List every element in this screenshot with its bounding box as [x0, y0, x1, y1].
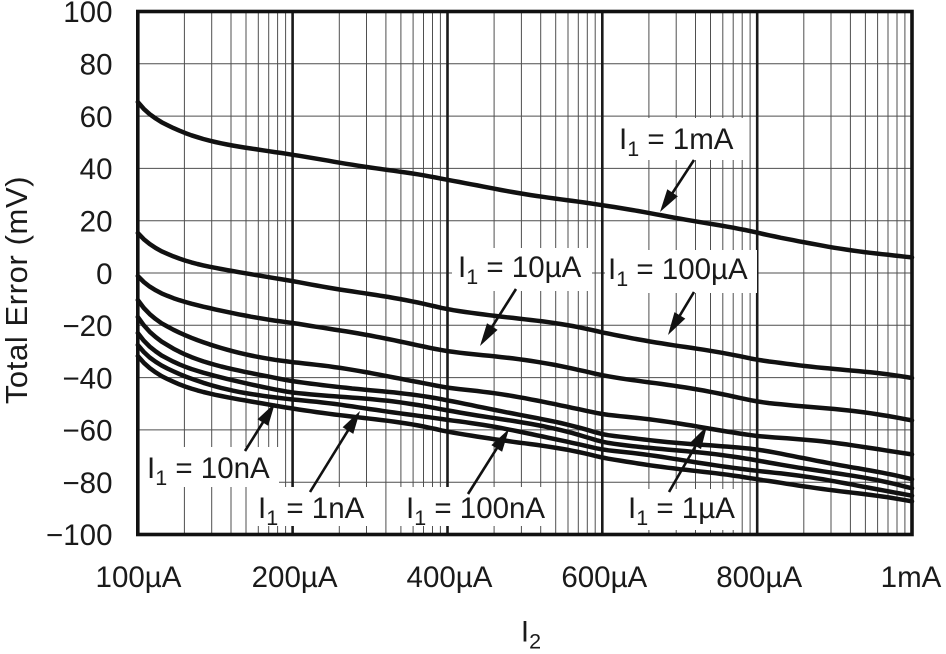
svg-text:600µA: 600µA: [561, 561, 647, 594]
svg-text:−100: −100: [46, 519, 112, 552]
svg-text:Total Error (mV): Total Error (mV): [0, 176, 34, 404]
svg-text:800µA: 800µA: [716, 561, 802, 594]
svg-text:−60: −60: [62, 415, 112, 448]
svg-text:−80: −80: [62, 467, 112, 500]
svg-text:−20: −20: [62, 310, 112, 343]
svg-text:−40: −40: [62, 362, 112, 395]
svg-text:100: 100: [63, 0, 112, 29]
svg-text:60: 60: [80, 101, 113, 134]
svg-text:1mA: 1mA: [881, 561, 942, 594]
svg-text:I1 = 100nA: I1 = 100nA: [406, 492, 545, 530]
svg-text:400µA: 400µA: [407, 561, 493, 594]
svg-text:100µA: 100µA: [96, 561, 182, 594]
svg-text:0: 0: [96, 258, 112, 291]
svg-text:I1 = 10nA: I1 = 10nA: [147, 452, 270, 490]
svg-text:40: 40: [80, 153, 113, 186]
svg-text:I1 = 1mA: I1 = 1mA: [619, 123, 734, 161]
svg-text:I1 = 10µA: I1 = 10µA: [458, 251, 582, 289]
svg-text:I1 = 100µA: I1 = 100µA: [608, 253, 748, 291]
svg-text:80: 80: [80, 49, 113, 82]
svg-text:200µA: 200µA: [252, 561, 338, 594]
svg-text:20: 20: [80, 205, 113, 238]
